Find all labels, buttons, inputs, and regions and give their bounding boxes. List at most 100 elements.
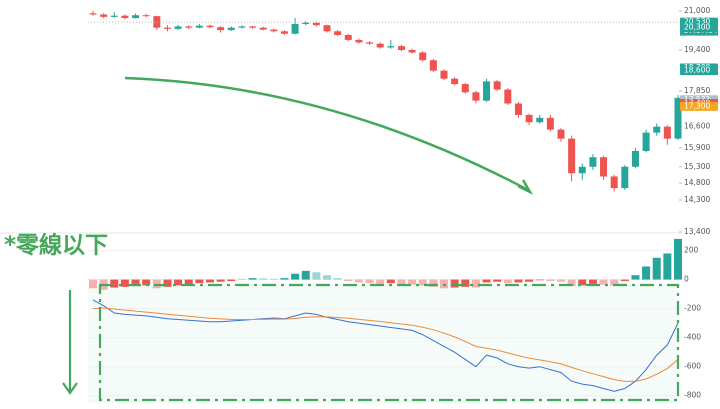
price-tag — [680, 66, 718, 76]
histogram-bar — [184, 279, 193, 285]
candle-body — [525, 114, 533, 123]
candle-body — [578, 166, 586, 174]
candle-body — [323, 25, 331, 32]
histogram-bar — [567, 279, 576, 287]
y-tick-label: -600 — [684, 362, 701, 371]
candle-body — [280, 31, 288, 34]
candle-body — [334, 31, 342, 35]
histogram-bar — [333, 278, 342, 280]
histogram-bar — [216, 279, 225, 282]
macd-line — [92, 299, 679, 392]
histogram-bar — [301, 270, 310, 280]
histogram-bar — [546, 279, 555, 282]
histogram-bar — [259, 278, 268, 280]
histogram-bar — [471, 279, 480, 288]
y-tick-label: 14,800 — [684, 178, 710, 187]
candle-body — [589, 157, 597, 167]
histogram-bar — [354, 279, 363, 283]
candle-body — [227, 27, 235, 31]
y-tick-label: 21,000 — [684, 6, 710, 15]
histogram-bar — [142, 279, 151, 286]
y-tick-label: 16,600 — [684, 122, 710, 131]
histogram-bar — [312, 272, 321, 280]
candle-body — [217, 27, 225, 31]
dashed-box — [98, 283, 680, 402]
candle-body — [387, 46, 395, 48]
histogram-bar — [450, 279, 459, 288]
candle-body — [419, 52, 427, 61]
histogram-bar — [174, 279, 183, 286]
histogram-bar — [620, 279, 629, 282]
histogram-bar — [163, 279, 172, 287]
candle-body — [621, 166, 629, 189]
candle-body — [89, 13, 97, 15]
candle-body — [451, 78, 459, 85]
y-tick-label: 200 — [684, 246, 699, 255]
candle-body — [514, 103, 522, 115]
histogram-bar — [344, 279, 353, 282]
candle-body — [610, 176, 618, 189]
histogram-bar — [323, 275, 331, 280]
histogram-bar — [525, 279, 534, 282]
histogram-bar — [248, 278, 257, 280]
candle-body — [142, 15, 150, 17]
candle-body — [631, 150, 639, 167]
candle-body — [344, 34, 352, 40]
candle-body — [100, 14, 108, 17]
histogram-bar — [195, 279, 204, 284]
histogram-bar — [237, 278, 246, 280]
histogram-bar — [269, 278, 278, 280]
candle-body — [397, 46, 405, 50]
histogram-bar — [599, 279, 608, 285]
histogram-bar — [493, 279, 502, 282]
candle-body — [472, 92, 480, 101]
histogram-bar — [408, 279, 417, 285]
histogram-bar — [610, 279, 619, 286]
candle-body — [568, 138, 576, 174]
candle-body — [355, 39, 363, 43]
candle-body — [408, 49, 416, 53]
candle-body — [376, 43, 384, 48]
histogram-bar — [397, 279, 406, 284]
histogram-bar — [206, 279, 214, 283]
down-arrowhead — [62, 382, 78, 395]
trend-arrow — [124, 76, 529, 192]
candle-body — [132, 15, 140, 19]
candle-body — [536, 117, 544, 123]
histogram-bar — [280, 278, 289, 280]
candle-body — [206, 25, 214, 28]
price-tag-label: 17,300 — [684, 101, 710, 110]
price-tag-label: 20,530 — [684, 17, 710, 26]
plot: 21,000 19,400 17,850 16,600 15,900 15,300 14,8… — [88, 6, 718, 400]
y-tick-label: 15,900 — [684, 143, 710, 152]
histogram-bar — [429, 279, 438, 287]
candle-body — [440, 70, 448, 79]
candle-body — [546, 117, 554, 130]
candle-body — [674, 97, 682, 139]
candle-body — [557, 129, 565, 139]
histogram-bar — [120, 279, 129, 287]
candle-body — [153, 16, 161, 28]
candle-body — [238, 26, 246, 28]
price-tag-label: 20,300 — [684, 23, 710, 32]
histogram-bar — [578, 279, 587, 286]
candle-body — [483, 81, 491, 101]
histogram-bar — [557, 279, 565, 282]
candle-body — [663, 126, 671, 139]
histogram-bar — [461, 279, 470, 287]
candle-body — [163, 27, 171, 29]
y-tick-label: 0 — [684, 275, 689, 284]
candle-body — [302, 22, 310, 25]
candle-body — [121, 15, 129, 19]
histogram-bar — [110, 279, 119, 288]
price-tag — [680, 23, 718, 33]
histogram-bar — [376, 279, 385, 284]
candle-body — [249, 26, 257, 28]
histogram-bar — [652, 257, 661, 280]
candle-body — [195, 25, 203, 28]
y-tick-label: 13,400 — [684, 227, 710, 236]
histogram-bar — [89, 279, 97, 289]
histogram-bar — [514, 279, 523, 283]
candle-body — [504, 89, 512, 104]
